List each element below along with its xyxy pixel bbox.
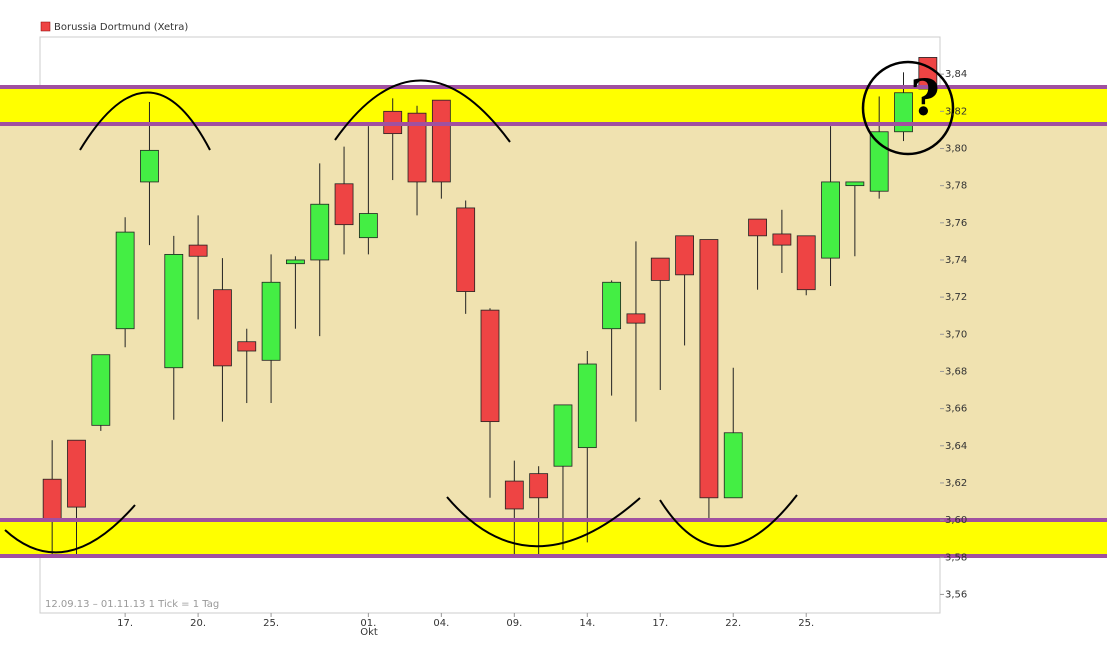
candle-body xyxy=(42,478,62,521)
candle-body xyxy=(334,183,354,226)
circle xyxy=(861,60,955,156)
candle-body xyxy=(407,112,427,183)
candle-body xyxy=(699,239,719,499)
y-tick-label: 3,56 xyxy=(945,589,967,600)
x-tick-label: 25. xyxy=(263,618,279,629)
x-month-label: Okt xyxy=(360,627,378,638)
candle-body xyxy=(480,309,500,423)
y-tick-label: 3,70 xyxy=(945,329,967,340)
candle-body xyxy=(237,341,257,352)
candle-body xyxy=(188,244,208,257)
y-tick-label: 3,84 xyxy=(945,69,967,80)
candle-body xyxy=(67,439,86,508)
candle-body xyxy=(115,231,135,330)
x-tick-label: 17. xyxy=(117,618,133,629)
y-tick-label: 3,66 xyxy=(945,404,967,415)
candle-body xyxy=(845,181,865,187)
x-tick-label: 20. xyxy=(190,618,206,629)
x-tick-label: 01. xyxy=(360,618,376,629)
support-band xyxy=(0,520,1107,556)
candle-body xyxy=(723,432,743,499)
candle-body xyxy=(772,233,792,246)
candle-body xyxy=(91,354,111,426)
y-tick-label: 3,74 xyxy=(945,255,967,266)
candle-body xyxy=(456,207,476,292)
candle-body xyxy=(748,218,767,237)
resistance-band xyxy=(0,87,1107,124)
x-tick-label: 09. xyxy=(506,618,522,629)
candle-body xyxy=(626,313,646,324)
y-tick-label: 3,76 xyxy=(945,218,967,229)
candle-body xyxy=(529,473,549,499)
candle-body xyxy=(431,99,451,183)
legend-label: Borussia Dortmund (Xetra) xyxy=(54,22,188,33)
x-tick-label: 25. xyxy=(798,618,814,629)
y-tick-label: 3,80 xyxy=(945,143,967,154)
y-tick-label: 3,82 xyxy=(945,106,967,117)
y-tick-label: 3,78 xyxy=(945,181,967,192)
arc xyxy=(79,91,211,151)
x-tick-label: 17. xyxy=(652,618,668,629)
zone xyxy=(0,124,1107,520)
footer: 12.09.13 – 01.11.13 1 Tick = 1 Tag xyxy=(45,599,219,610)
arc xyxy=(659,494,798,548)
candle-body xyxy=(164,253,184,369)
candle-body xyxy=(650,257,670,281)
candles xyxy=(42,57,938,558)
candle-body xyxy=(261,281,281,361)
legend-swatch xyxy=(40,21,51,32)
x-tick-label: 22. xyxy=(725,618,741,629)
x-tick-label: 14. xyxy=(579,618,595,629)
candle-body xyxy=(602,281,622,330)
y-tick-label: 3,72 xyxy=(945,292,967,303)
candle-body xyxy=(675,235,694,276)
candle-body xyxy=(553,404,573,467)
annotations xyxy=(0,60,1107,558)
y-tick-label: 3,68 xyxy=(945,366,967,377)
candle-body xyxy=(796,235,816,291)
arc xyxy=(4,504,136,554)
candle-body xyxy=(213,289,232,367)
candle-body xyxy=(310,203,330,261)
y-tick-label: 3,58 xyxy=(945,552,967,563)
candle-body xyxy=(869,131,889,192)
question-mark: ? xyxy=(910,68,939,127)
arc xyxy=(334,79,511,143)
candle-body xyxy=(358,213,378,239)
candle-body xyxy=(286,259,305,265)
y-tick-label: 3,64 xyxy=(945,441,967,452)
candle-body xyxy=(821,181,840,259)
y-tick-label: 3,62 xyxy=(945,478,967,489)
candle-body xyxy=(140,149,159,183)
y-tick-label: 3,60 xyxy=(945,515,967,526)
x-tick-label: 04. xyxy=(433,618,449,629)
arc xyxy=(446,496,641,548)
candle-body xyxy=(577,363,597,449)
candle-body xyxy=(504,480,524,510)
